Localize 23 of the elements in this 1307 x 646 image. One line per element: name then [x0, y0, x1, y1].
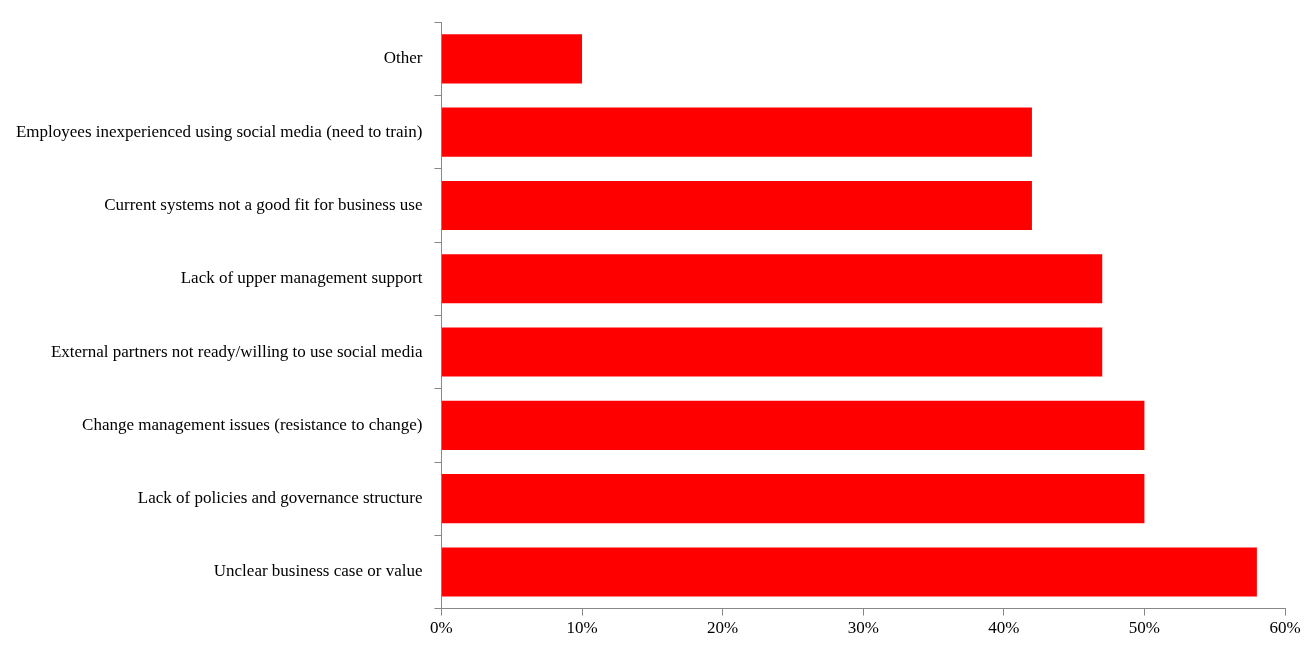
y-tick-label: Lack of policies and governance structure [137, 488, 423, 508]
y-tick-label: Other [383, 48, 423, 68]
y-tick-label: Unclear business case or value [213, 561, 423, 581]
x-tick-label: 20% [707, 618, 739, 638]
y-tick-label: Employees inexperienced using social media (need to train) [15, 121, 423, 141]
x-tick-label: 0% [430, 618, 453, 638]
y-tick-label: External partners not ready/willing to use social media [50, 341, 423, 361]
y-tick-label: Lack of upper management support [180, 268, 423, 288]
bar [441, 34, 583, 84]
bar [441, 327, 1103, 377]
bar [441, 547, 1257, 597]
x-tick-label: 40% [988, 618, 1020, 638]
x-tick-label: 30% [847, 618, 879, 638]
x-tick-label: 10% [566, 618, 598, 638]
bar [441, 400, 1145, 450]
bar [441, 107, 1032, 157]
bar [441, 474, 1145, 524]
y-tick-label: Current systems not a good fit for business use [104, 194, 423, 214]
y-tick-label: Change management issues (resistance to change) [82, 414, 423, 434]
x-tick-label: 60% [1269, 618, 1301, 638]
bar [441, 254, 1103, 304]
bar [441, 180, 1032, 231]
x-tick-label: 50% [1128, 618, 1160, 638]
